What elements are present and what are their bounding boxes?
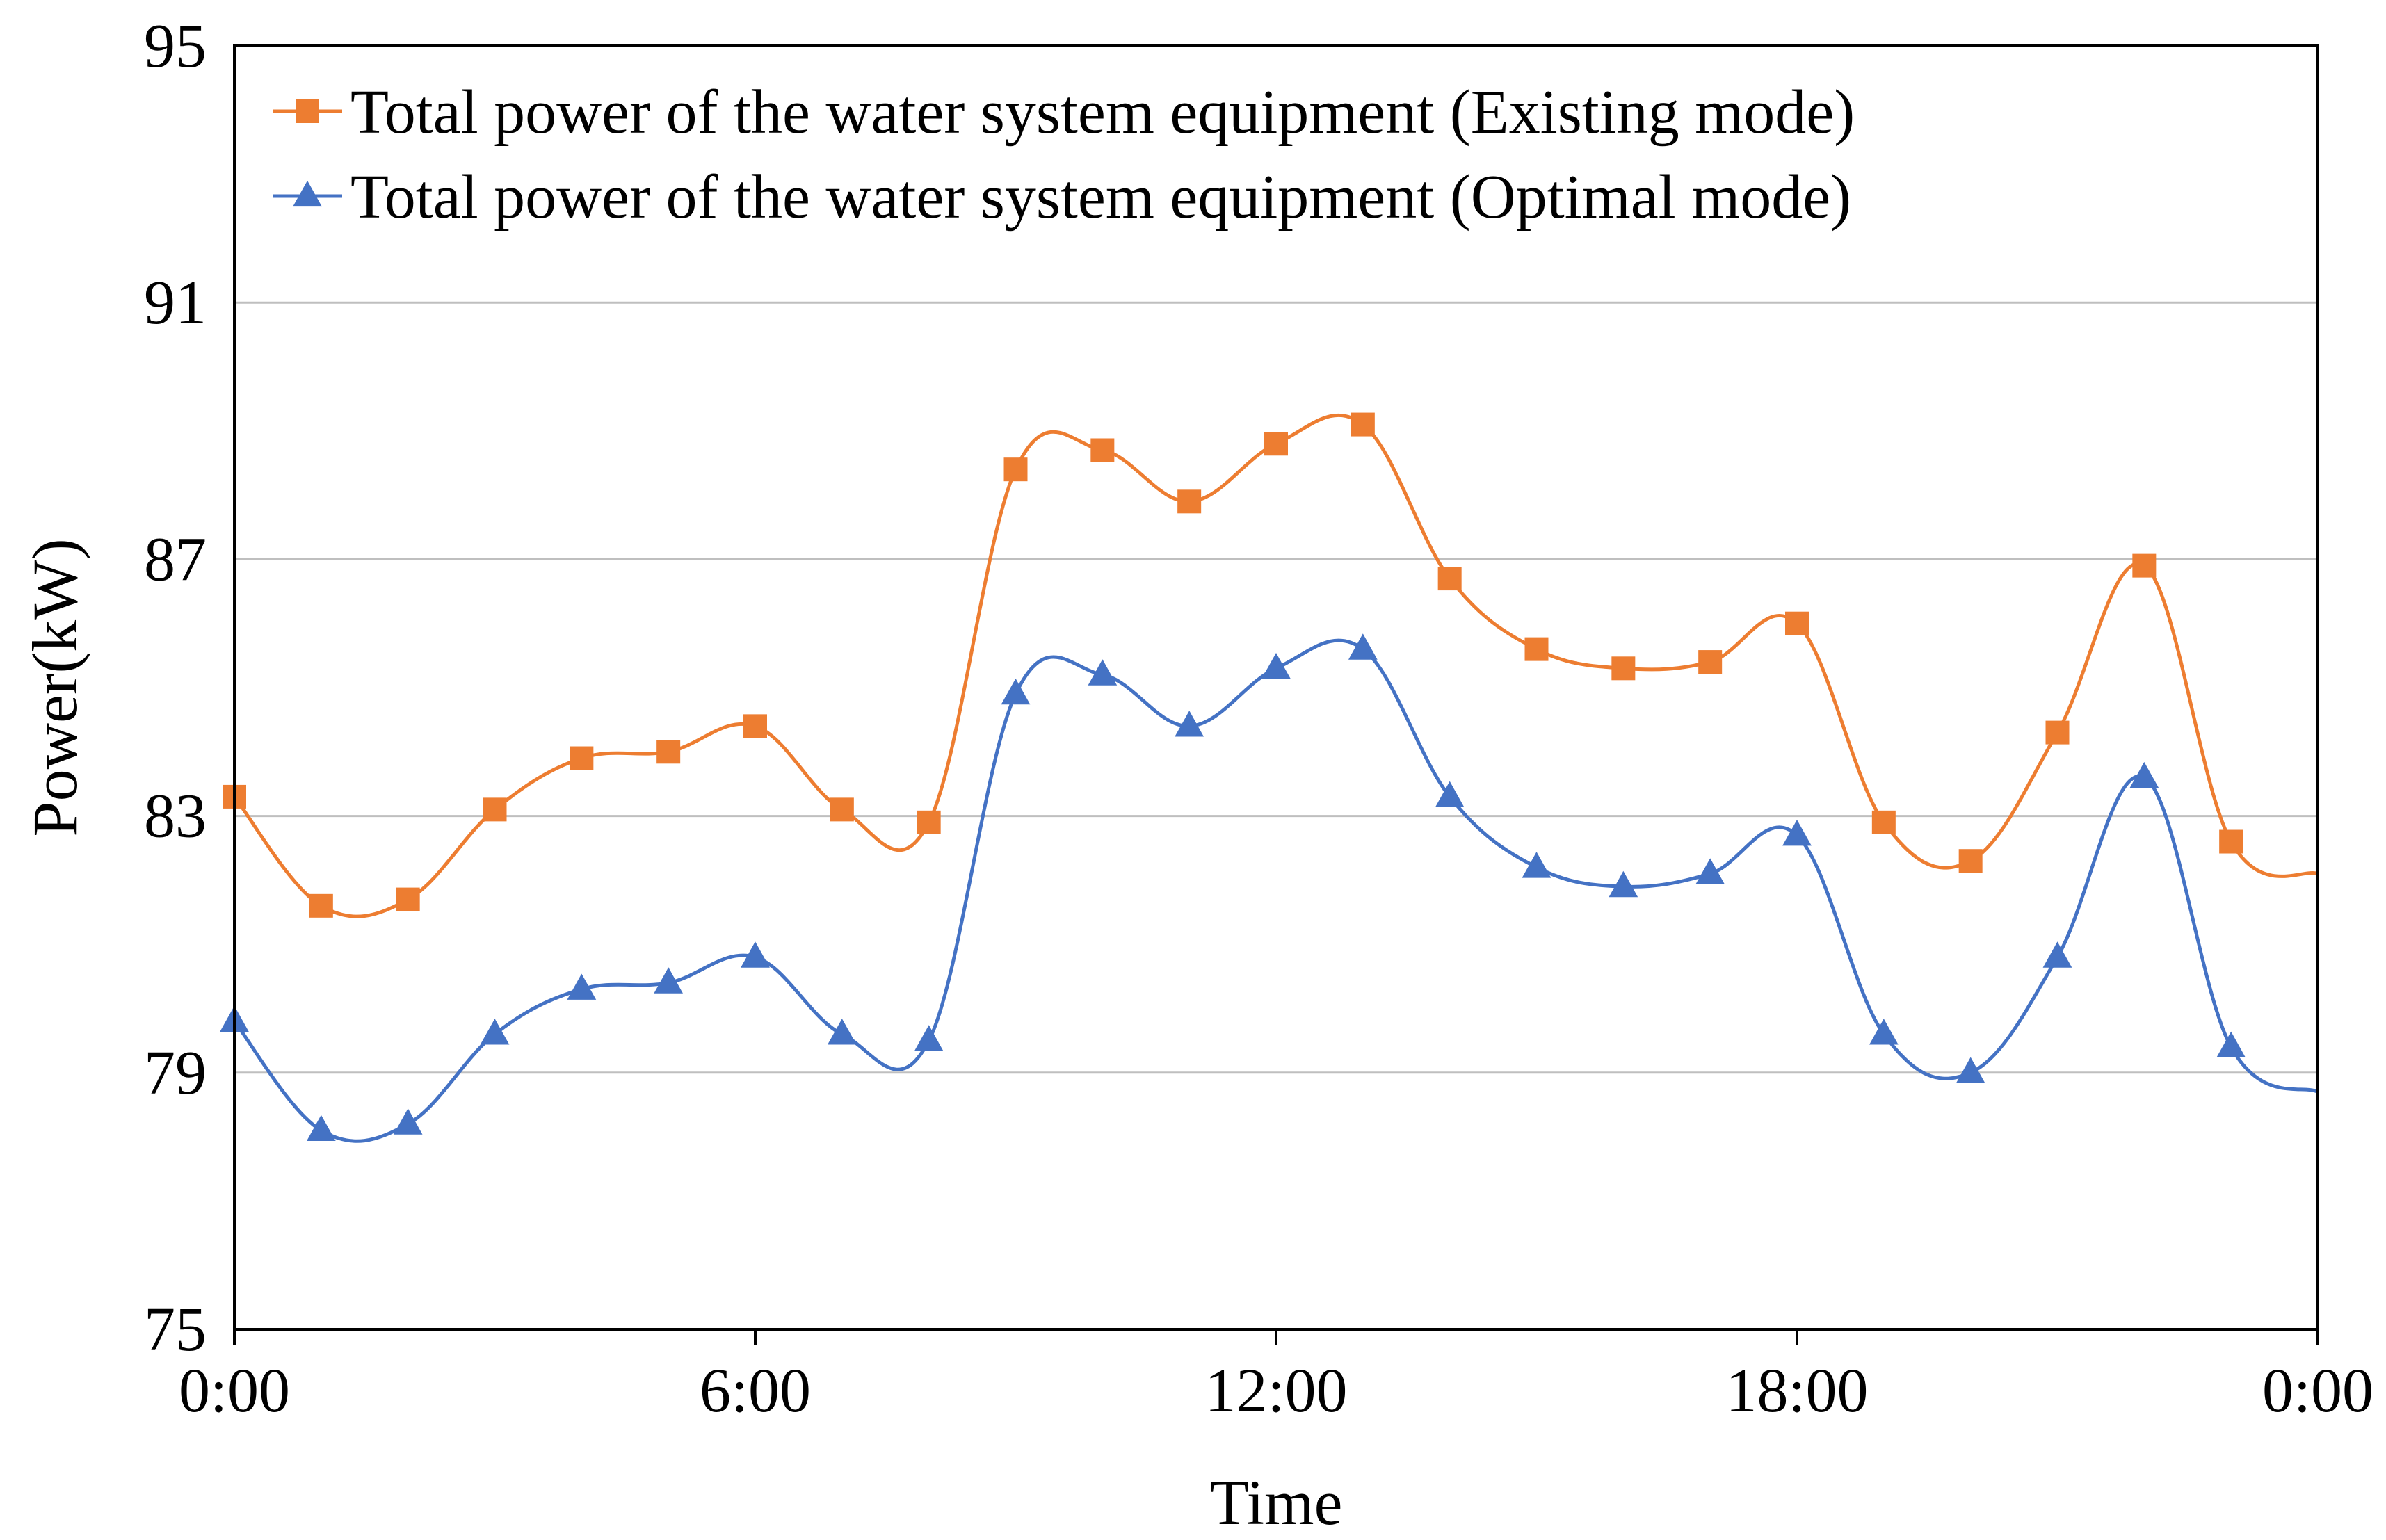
x-tick-label: 0:00 — [179, 1356, 290, 1425]
legend-label-2: Total power of the water system equipmen… — [350, 163, 1851, 232]
data-point-square — [917, 810, 941, 834]
data-point-square — [743, 714, 767, 738]
data-point-square — [1264, 432, 1288, 456]
data-point-square — [1090, 438, 1115, 462]
x-tick-label: 12:00 — [1204, 1356, 1347, 1425]
data-point-square — [830, 797, 854, 822]
y-tick-label: 95 — [144, 12, 207, 81]
data-point-square — [483, 797, 507, 822]
data-point-triangle — [1261, 653, 1291, 679]
y-tick-label: 87 — [144, 525, 207, 594]
data-point-triangle — [1695, 858, 1725, 884]
data-point-square — [2045, 720, 2070, 745]
series-line-2 — [233, 638, 2319, 1143]
data-point-triangle — [741, 941, 770, 968]
data-point-square — [1958, 849, 1983, 873]
data-point-triangle — [1348, 633, 1378, 660]
series-markers — [220, 412, 2246, 1141]
data-point-triangle — [1175, 711, 1204, 737]
data-point-square — [1785, 611, 1809, 635]
data-point-square — [1177, 489, 1202, 514]
data-point-square — [1524, 637, 1549, 661]
x-tick-label: 18:00 — [1725, 1356, 1868, 1425]
data-point-square — [1871, 810, 1896, 834]
data-point-triangle — [1956, 1057, 1985, 1083]
y-tick-label: 79 — [144, 1039, 207, 1108]
legend-marker-square — [296, 99, 319, 123]
data-point-square — [1611, 656, 1636, 681]
x-tick-label: 0:00 — [2262, 1356, 2373, 1425]
data-point-square — [2219, 829, 2243, 854]
data-point-triangle — [307, 1115, 336, 1141]
data-point-triangle — [2129, 761, 2159, 788]
data-point-triangle — [1522, 852, 1551, 878]
data-point-triangle — [1869, 1019, 1899, 1045]
data-point-triangle — [1609, 870, 1638, 898]
data-point-square — [309, 893, 333, 918]
series-line-1 — [233, 413, 2319, 918]
data-point-triangle — [828, 1019, 857, 1045]
data-point-square — [1698, 650, 1723, 674]
data-point-square — [1437, 567, 1462, 591]
y-tick-label: 91 — [144, 268, 207, 337]
y-tick-label: 75 — [144, 1295, 207, 1364]
y-tick-label: 83 — [144, 782, 207, 851]
data-point-triangle — [2042, 941, 2072, 968]
data-point-square — [656, 740, 681, 764]
x-tick-label: 6:00 — [700, 1356, 811, 1425]
data-point-square — [2132, 553, 2157, 578]
legend-marker-triangle — [293, 180, 322, 207]
data-point-square — [570, 746, 594, 770]
data-point-triangle — [480, 1019, 510, 1045]
data-point-triangle — [654, 967, 683, 994]
data-point-triangle — [1782, 820, 1812, 846]
legend: Total power of the water system equipmen… — [273, 78, 1855, 232]
data-point-triangle — [393, 1108, 423, 1135]
y-axis-title: Power(kW) — [19, 538, 90, 836]
data-point-square — [1003, 457, 1028, 482]
data-point-triangle — [1001, 678, 1031, 705]
legend-label-1: Total power of the water system equipmen… — [350, 78, 1855, 147]
data-point-triangle — [1088, 659, 1118, 686]
data-point-square — [1351, 412, 1375, 437]
data-point-triangle — [1435, 781, 1465, 807]
x-axis-title: Time — [1210, 1467, 1343, 1538]
data-point-triangle — [914, 1025, 944, 1051]
series-lines — [233, 413, 2319, 1143]
data-point-triangle — [2216, 1031, 2246, 1057]
data-point-triangle — [567, 973, 597, 1000]
data-point-square — [396, 887, 420, 911]
x-axis-ticks: 0:00 6:00 12:00 18:00 0:00 — [179, 1329, 2373, 1425]
y-axis-ticks: 75 79 83 87 91 95 — [144, 12, 207, 1364]
